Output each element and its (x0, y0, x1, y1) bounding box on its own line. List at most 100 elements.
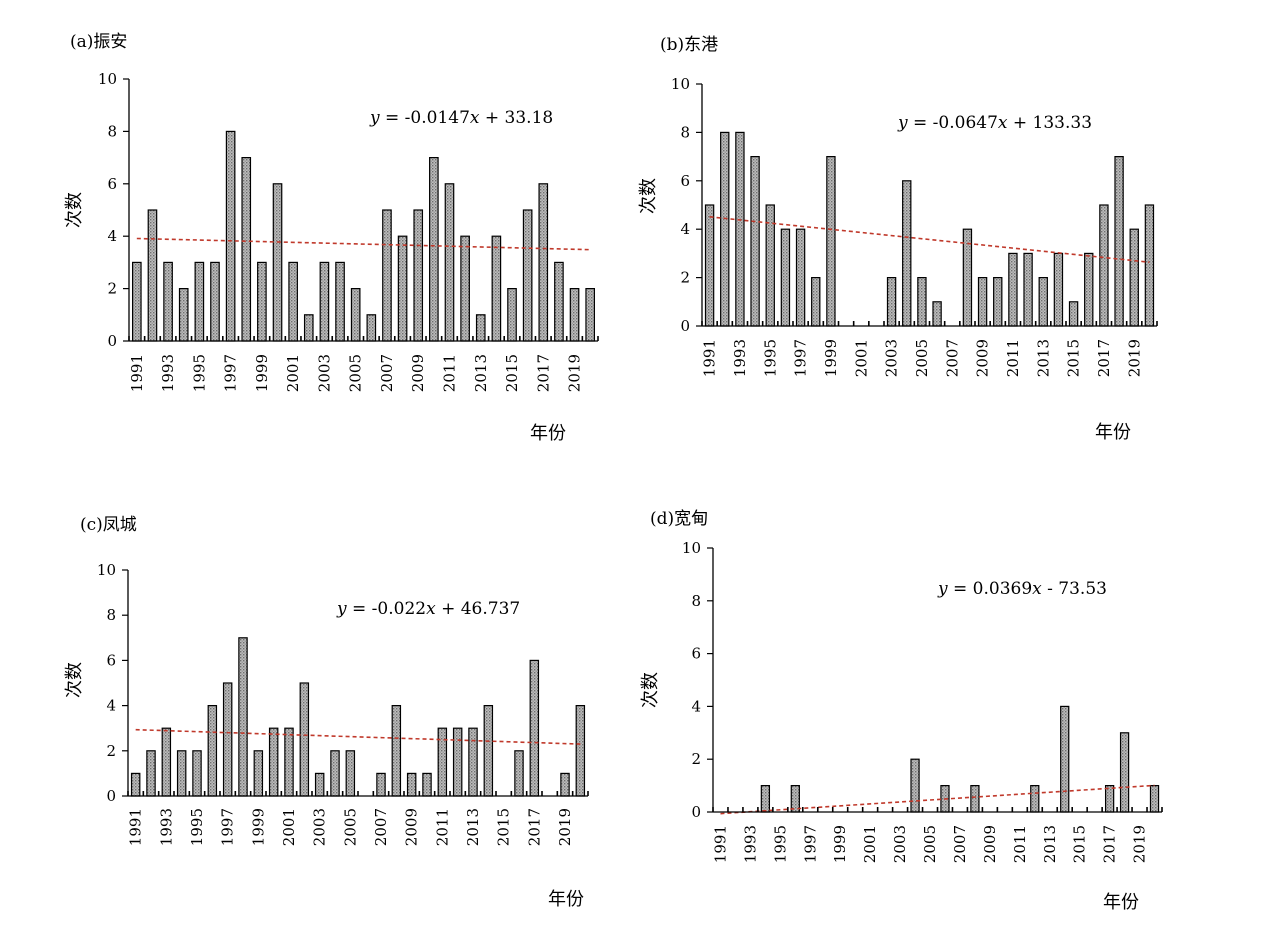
bar (886, 277, 897, 327)
x-tick-label: 1991 (127, 808, 145, 846)
bar (225, 130, 236, 342)
y-tick-label: 2 (680, 269, 690, 287)
bar (483, 704, 494, 797)
bar (207, 704, 218, 797)
bar (1084, 252, 1094, 327)
y-tick-label: 0 (107, 332, 117, 350)
panel-title: (d)宽甸 (650, 509, 708, 529)
x-tick-label: 2003 (311, 808, 329, 846)
bar (826, 156, 836, 327)
bar (795, 228, 806, 327)
x-tick-label: 2015 (1065, 339, 1083, 377)
bar (319, 261, 330, 342)
x-tick-label: 2005 (347, 354, 365, 392)
x-tick-label: 1999 (831, 825, 849, 863)
bar (444, 183, 455, 342)
bar (811, 277, 821, 327)
bar (1023, 252, 1033, 327)
x-tick-label: 1991 (711, 825, 729, 863)
y-tick-label: 8 (107, 122, 117, 140)
x-axis-label: 年份 (1095, 422, 1131, 443)
bar (238, 637, 248, 797)
equation-x: x (1032, 579, 1042, 599)
x-tick-label: 1993 (157, 808, 175, 846)
bar (413, 209, 424, 342)
bar (750, 156, 760, 327)
x-tick-label: 2007 (951, 825, 969, 863)
bar (345, 750, 356, 797)
x-tick-label: 1999 (253, 354, 271, 392)
x-tick-label: 2005 (341, 808, 359, 846)
y-tick-label: 4 (106, 697, 116, 715)
equation-part1: = 0.0369 (948, 579, 1033, 599)
x-tick-label: 2003 (883, 339, 901, 377)
x-tick-label: 2013 (1041, 825, 1059, 863)
y-tick-label: 10 (97, 561, 116, 579)
x-tick-label: 1993 (159, 354, 177, 392)
equation-part2: + 133.33 (1007, 113, 1092, 133)
bar (560, 772, 570, 797)
bar (1129, 228, 1139, 327)
equation-x: x (426, 599, 436, 619)
x-tick-label: 1997 (219, 808, 237, 846)
bar (1030, 784, 1040, 813)
equation-x: x (470, 108, 480, 128)
bar (178, 288, 189, 342)
x-tick-label: 2001 (861, 825, 879, 863)
trend-equation: y = -0.0147x + 33.18 (369, 108, 553, 128)
y-tick-label: 10 (671, 75, 690, 93)
y-tick-label: 10 (98, 70, 117, 88)
x-tick-label: 1993 (731, 339, 749, 377)
bar (268, 727, 279, 797)
x-tick-label: 1995 (761, 339, 779, 377)
bar (253, 750, 264, 797)
x-tick-label: 2003 (891, 825, 909, 863)
bar (554, 261, 564, 342)
panel-title: (a)振安 (70, 32, 127, 52)
bar (1144, 204, 1155, 327)
equation-y: y (369, 108, 380, 128)
x-tick-label: 1999 (249, 808, 267, 846)
x-tick-label: 2009 (409, 354, 427, 392)
x-tick-label: 1995 (188, 808, 206, 846)
x-tick-label: 2017 (1101, 825, 1119, 863)
equation-y: y (336, 599, 347, 619)
y-tick-label: 10 (682, 539, 701, 557)
x-tick-label: 2017 (534, 354, 552, 392)
bar (1119, 732, 1130, 813)
y-tick-label: 0 (680, 317, 690, 335)
x-tick-label: 1997 (801, 825, 819, 863)
x-tick-label: 1999 (822, 339, 840, 377)
bar (529, 659, 540, 797)
trend-equation: y = -0.0647x + 133.33 (897, 113, 1092, 133)
x-tick-label: 2017 (1095, 339, 1113, 377)
bar (452, 727, 463, 797)
bar (161, 727, 172, 797)
bar (335, 261, 345, 342)
bar (507, 288, 517, 342)
bar (993, 277, 1003, 327)
x-tick-label: 2017 (525, 808, 543, 846)
x-tick-label: 2009 (974, 339, 992, 377)
equation-part2: + 33.18 (479, 108, 553, 128)
bar (382, 209, 392, 342)
bar (147, 209, 158, 342)
bar (760, 784, 771, 813)
bar (422, 772, 432, 797)
bar (720, 131, 730, 327)
y-tick-label: 4 (680, 220, 690, 238)
bar (1099, 204, 1109, 327)
x-tick-label: 2001 (852, 339, 870, 377)
bar (376, 772, 386, 797)
bar (491, 235, 502, 342)
y-tick-label: 2 (106, 742, 116, 760)
x-tick-label: 2019 (1125, 339, 1143, 377)
bar (1053, 252, 1064, 327)
bar (538, 183, 549, 342)
bar (288, 261, 298, 342)
x-tick-label: 1991 (701, 339, 719, 377)
x-tick-label: 2009 (403, 808, 421, 846)
y-tick-label: 4 (691, 697, 701, 715)
equation-part1: = -0.022 (347, 599, 426, 619)
x-tick-label: 2011 (440, 354, 458, 392)
